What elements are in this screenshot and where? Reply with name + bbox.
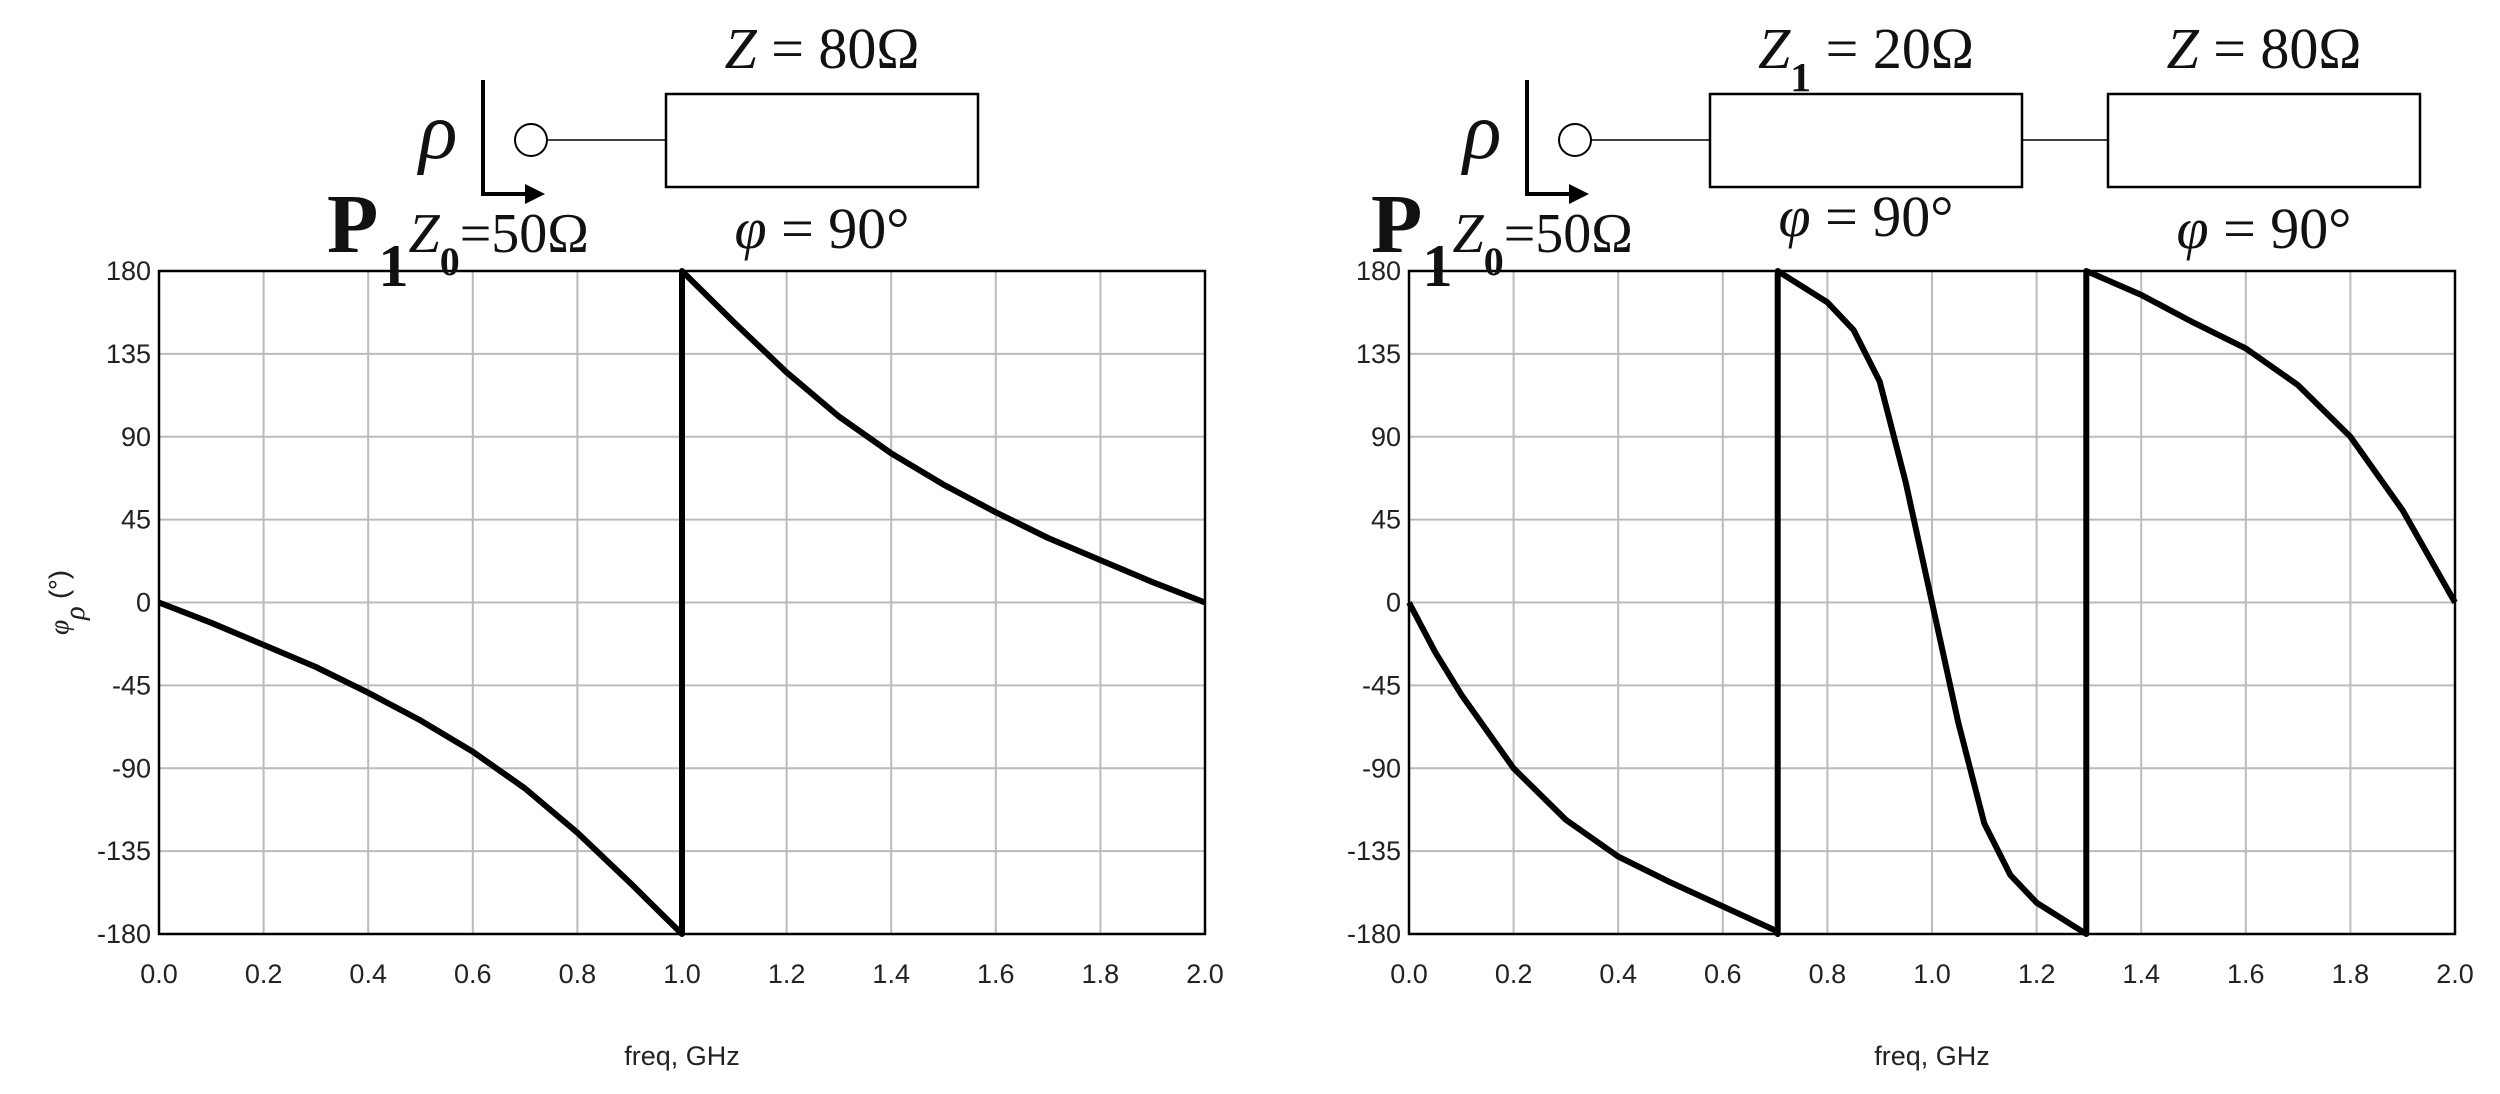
text-part: 1 (378, 233, 408, 300)
text-part: 0 (440, 239, 460, 284)
y-tick-label: 90 (121, 422, 151, 452)
x-tick-label: 1.8 (2332, 959, 2370, 989)
data-line (157, 268, 1207, 937)
y-axis-label: φρ (°) (44, 570, 91, 635)
text-part: P (327, 178, 378, 271)
y-axis-label: φρ (°) (44, 570, 91, 635)
text-part: φ (1779, 184, 1811, 249)
phase-label: φ = 90° (1779, 184, 1954, 249)
x-tick-label: 1.4 (2122, 959, 2160, 989)
port-node (1558, 123, 1592, 157)
impedance-label: Z1 = 20Ω (1758, 16, 1974, 101)
x-tick-label: 0.8 (559, 959, 597, 989)
x-tick-label: 1.2 (2018, 959, 2056, 989)
y-tick-label: -180 (97, 919, 151, 949)
phase-label: φ = 90° (735, 196, 910, 261)
text-part: 1 (1790, 55, 1811, 101)
text-part: φ (735, 196, 767, 261)
y-tick-label: -45 (112, 670, 151, 700)
text-part: P (1371, 178, 1422, 271)
transmission-line (664, 92, 980, 189)
x-tick-label: 1.0 (663, 959, 701, 989)
phase-label: φ = 90° (2177, 196, 2352, 261)
text-part: ρ (60, 606, 91, 620)
x-axis-label: freq, GHz (1874, 1041, 1990, 1071)
transmission-line (1708, 92, 2024, 189)
y-tick-label: 0 (136, 588, 151, 618)
y-tick-label: -90 (1362, 753, 1401, 783)
port-label: P1Z0=50Ω (327, 178, 589, 300)
text-part: 1 (1422, 233, 1452, 300)
arrow-head (525, 184, 545, 204)
x-tick-label: 0.8 (1809, 959, 1847, 989)
y-tick-label: -45 (1362, 670, 1401, 700)
text-part: =50Ω (460, 203, 589, 265)
text-part: = 90° (767, 196, 910, 261)
text-part: = 90° (2209, 196, 2352, 261)
impedance-label: Z = 80Ω (724, 16, 919, 81)
x-tick-label: 2.0 (1186, 959, 1224, 989)
x-tick-label: 0.6 (454, 959, 492, 989)
y-tick-label: -90 (112, 753, 151, 783)
y-tick-label: 45 (1371, 505, 1401, 535)
text-part: = 80Ω (2199, 16, 2362, 81)
text-part: = 90° (1811, 184, 1954, 249)
text-part: Z (2166, 16, 2199, 81)
text-part: (°) (44, 570, 74, 606)
y-tick-label: -135 (97, 836, 151, 866)
x-tick-label: 0.0 (1390, 959, 1428, 989)
text-part: ρ (416, 88, 457, 176)
port-label: P1Z0=50Ω (1371, 178, 1633, 300)
data-line (1406, 268, 2458, 937)
y-tick-label: 180 (106, 256, 151, 286)
transmission-line (2106, 92, 2422, 189)
y-tick-label: 135 (106, 339, 151, 369)
y-tick-label: 90 (1371, 422, 1401, 452)
rho-label: ρ (1460, 88, 1501, 176)
x-tick-label: 1.6 (977, 959, 1015, 989)
text-part: ρ (60, 606, 91, 620)
y-tick-label: -180 (1347, 919, 1401, 949)
x-tick-label: 0.4 (349, 959, 387, 989)
y-tick-label: 0 (1386, 588, 1401, 618)
text-part: Z (409, 203, 441, 265)
x-tick-label: 1.0 (1913, 959, 1951, 989)
x-axis-label: freq, GHz (624, 1041, 740, 1071)
arrow-head (1569, 184, 1589, 204)
port-node (514, 123, 548, 157)
text-part: = 80Ω (757, 16, 920, 81)
x-tick-label: 1.8 (1082, 959, 1120, 989)
rho-label: ρ (416, 88, 457, 176)
y-tick-label: -135 (1347, 836, 1401, 866)
text-part: Z (1758, 16, 1791, 81)
x-tick-label: 2.0 (2436, 959, 2474, 989)
x-tick-label: 1.4 (872, 959, 910, 989)
text-part: = 20Ω (1811, 16, 1974, 81)
text-part: Z (724, 16, 757, 81)
x-tick-label: 0.0 (140, 959, 178, 989)
y-tick-label: 180 (1356, 256, 1401, 286)
impedance-label: Z = 80Ω (2166, 16, 2361, 81)
y-tick-label: 45 (121, 505, 151, 535)
text-part: =50Ω (1504, 203, 1633, 265)
text-part: φ (44, 620, 74, 635)
text-part: (°) (44, 570, 74, 606)
text-part: φ (2177, 196, 2209, 261)
text-part: Z (1453, 203, 1485, 265)
x-tick-label: 0.2 (245, 959, 283, 989)
x-tick-label: 0.6 (1704, 959, 1742, 989)
y-tick-label: 135 (1356, 339, 1401, 369)
x-tick-label: 0.2 (1495, 959, 1533, 989)
x-tick-label: 1.2 (768, 959, 806, 989)
text-part: φ (44, 620, 74, 635)
x-tick-label: 1.6 (2227, 959, 2265, 989)
x-tick-label: 0.4 (1599, 959, 1637, 989)
text-part: ρ (1460, 88, 1501, 176)
text-part: 0 (1484, 239, 1504, 284)
